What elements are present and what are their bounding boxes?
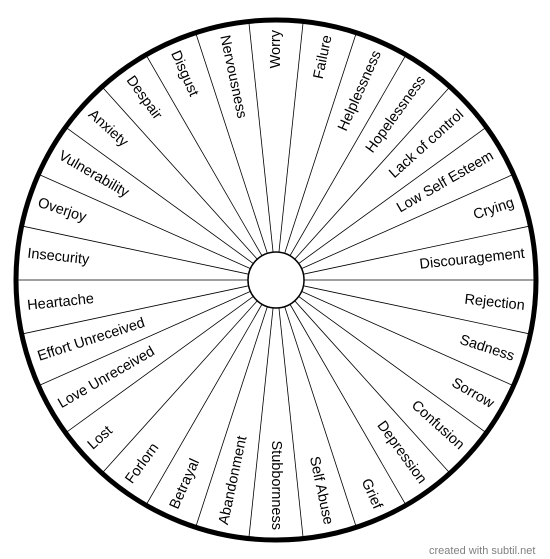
wheel-svg: FailureHelplessnessHopelessnessLack of c… <box>0 0 550 559</box>
credit-text: created with subtil.net <box>429 545 535 557</box>
wheel-diagram: FailureHelplessnessHopelessnessLack of c… <box>0 0 550 559</box>
sector-label: Stubbornness <box>268 441 284 530</box>
inner-circle <box>248 252 304 308</box>
sector-label: Worry <box>268 29 284 68</box>
